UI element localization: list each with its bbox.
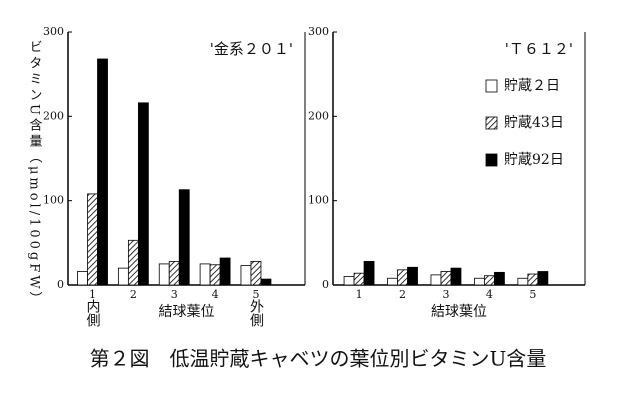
legend-swatch [485,116,498,130]
panel-title: 'Ｔ６１２' [505,40,573,58]
x-tick-label: 5 [252,288,259,301]
x-tick-label: 1 [356,288,363,301]
bar [397,269,408,286]
bar [353,272,365,286]
panel-title: '金系２０１' [210,40,293,58]
bar [260,278,272,286]
bar [97,58,108,286]
legend-swatch [485,153,498,167]
bar [137,102,149,286]
y-tick-label: 200 [308,109,329,122]
bar [199,263,211,286]
bar [127,239,139,286]
bar [494,271,505,286]
y-tick-label: 300 [43,25,64,38]
bar [430,274,442,286]
bar [517,277,529,286]
legend-label: 貯蔵92日 [504,152,564,168]
bar [407,266,418,286]
y-tick-label: 0 [322,278,329,291]
legend-label: 貯蔵２日 [504,78,560,94]
y-tick-label: 100 [43,194,64,207]
y-tick-label: 100 [308,194,329,207]
bar [117,267,129,286]
legend-label: 貯蔵43日 [504,115,564,131]
bar [87,193,98,286]
bar [363,260,375,286]
x-tick-label: 3 [171,288,178,301]
x-tick-label: 4 [486,288,493,301]
y-tick-label: 300 [308,25,329,38]
y-tick-label: 0 [57,278,64,291]
x-tick-label: 5 [529,288,536,301]
x-axis-label: 結球葉位 [159,304,215,320]
bar [158,263,170,286]
legend-swatch [485,79,498,93]
bar [240,265,252,286]
x-tick-label: 1 [89,288,96,301]
bar [537,271,549,286]
x-tick-label: 4 [212,288,219,301]
bar [178,189,190,286]
x-tick-label: 3 [442,288,449,301]
bar [440,271,452,286]
bar [450,267,462,286]
x-tick-label: 2 [130,288,137,301]
caption: 第２図 低温貯蔵キャベツの葉位別ビタミンU含量 [90,347,547,371]
bar [77,271,88,286]
category-note: 内側 [85,299,101,327]
category-note: 外側 [248,299,264,327]
bar [343,276,355,286]
y-tick-label: 200 [43,109,64,122]
bar [219,257,231,286]
bar [474,277,485,286]
bar [168,260,180,286]
bar [484,275,495,286]
bar [527,273,539,286]
y-axis-label: ビタミンU含量（μmol/100gFW） [27,40,43,308]
x-tick-label: 2 [399,288,406,301]
bar [387,277,398,286]
bar [209,264,221,286]
x-axis-label: 結球葉位 [431,304,487,320]
bar [250,260,262,286]
